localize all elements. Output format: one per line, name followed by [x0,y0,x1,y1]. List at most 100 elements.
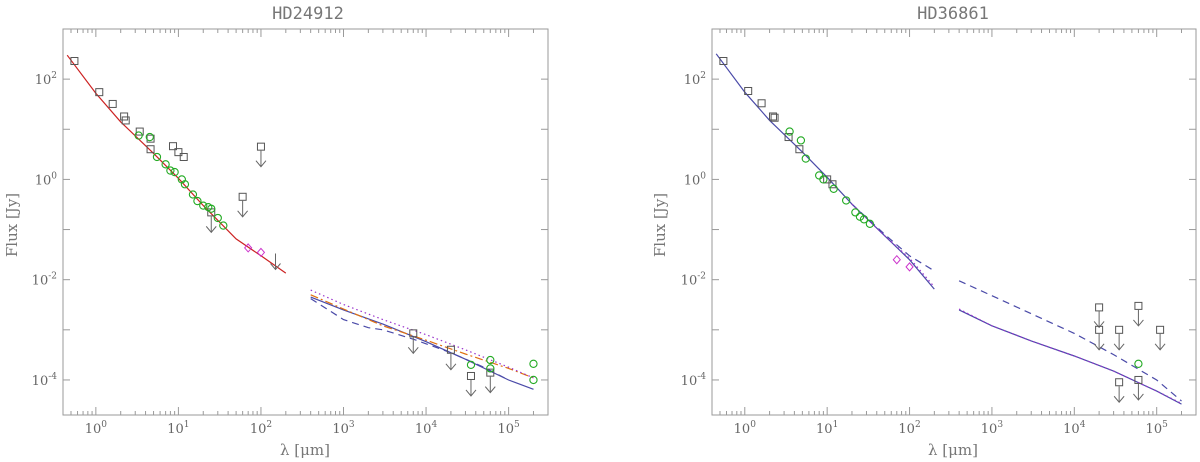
data-point-circle [801,154,810,163]
x-tick-label: 100 [734,420,757,437]
upper-limit-arrowhead [484,386,496,394]
data-point-square [828,180,837,189]
x-tick-label: 103 [332,420,355,437]
data-point-square [238,192,247,201]
data-point-square [168,142,177,151]
data-point-diamond [892,254,901,265]
model-curve-dashdot [310,294,534,379]
data-point-square [823,175,832,184]
data-point-circle [851,208,860,217]
data-point-circle [1134,359,1143,368]
data-point-square [108,99,117,108]
data-point-square [146,145,155,154]
model-curve-dotted [310,289,534,379]
data-point-circle [166,166,175,175]
data-point-square [466,371,475,380]
upper-limit-arrowhead [1113,395,1125,404]
y-tick-label: 10-2 [681,272,706,289]
data-point-square [1095,325,1104,334]
y-tick-label: 10-4 [32,372,58,389]
data-point-square [1115,378,1124,387]
plot-frame [62,28,549,416]
data-point-circle [486,355,495,365]
y-axis-label: Flux [Jy] [3,193,21,257]
data-point-square [795,145,804,154]
data-point-square [719,57,728,66]
x-tick-label: 104 [415,420,438,437]
data-point-circle [865,219,875,228]
chart-title: HD24912 [272,4,344,24]
y-tick-label: 10-4 [681,372,707,389]
y-tick-label: 100 [35,171,58,188]
data-point-square [446,345,455,354]
data-point-square [95,88,104,97]
upper-limit-arrowhead [270,263,281,271]
data-point-circle [188,190,198,199]
x-tick-label: 102 [898,420,920,437]
data-point-circle [829,184,838,193]
data-point-circle [529,359,538,368]
y-tick-label: 100 [684,171,707,188]
data-point-circle [213,213,222,223]
data-point-diamond [244,243,253,253]
upper-limit-arrowhead [1154,343,1166,351]
data-point-square [1095,303,1104,312]
data-point-square [1156,325,1165,334]
data-point-square [1134,375,1143,384]
data-point-circle [859,215,869,224]
data-point-square [256,142,265,151]
x-tick-label: 102 [250,420,272,437]
data-point-circle [785,127,794,136]
model-curve-dotted [958,308,1182,404]
data-point-square [757,99,766,108]
upper-limit-arrowhead [407,347,419,355]
data-point-circle [193,196,202,206]
x-tick-label: 105 [497,420,520,437]
data-point-square [409,329,418,338]
data-point-circle [170,167,179,177]
data-point-diamond [256,247,266,258]
upper-limit-arrowhead [255,160,267,168]
data-point-square [135,127,144,136]
x-axis-label: λ [μm] [928,441,978,459]
data-point-square [784,133,793,142]
data-point-square [744,86,753,95]
data-point-square [146,134,155,143]
upper-limit-arrowhead [1093,321,1105,329]
upper-limit-arrowhead [205,226,217,234]
data-point-circle [529,375,538,385]
model-curve-dashed [958,280,1182,402]
data-point-square [768,112,777,121]
model-curve-solid [66,54,287,274]
model-curve-dashed [310,298,509,381]
data-point-square [179,152,188,161]
data-point-circle [815,171,824,180]
data-point-square [1115,325,1124,334]
model-curve-dashed [851,203,935,272]
x-tick-label: 105 [1146,420,1169,437]
data-point-circle [842,196,851,205]
upper-limit-arrowhead [237,210,249,218]
upper-limit-arrowhead [465,389,477,397]
data-point-circle [796,136,806,145]
y-tick-label: 102 [684,71,706,88]
model-curve-solid [958,309,1182,405]
data-point-square [70,57,79,66]
upper-limit-arrowhead [1093,343,1105,351]
data-point-circle [855,212,865,221]
data-point-circle [180,180,190,189]
upper-limit-arrowhead [1133,319,1144,327]
x-tick-label: 101 [167,420,189,437]
model-curve-solid [715,53,935,290]
data-point-circle [145,132,154,142]
data-point-square [486,368,495,377]
model-curve-solid [310,296,534,390]
x-tick-label: 101 [816,420,838,437]
x-tick-label: 100 [85,420,108,437]
data-point-circle [219,221,228,230]
upper-limit-arrowhead [1113,343,1125,351]
x-tick-label: 103 [981,420,1004,437]
data-point-circle [134,131,143,140]
data-point-circle [199,201,208,210]
